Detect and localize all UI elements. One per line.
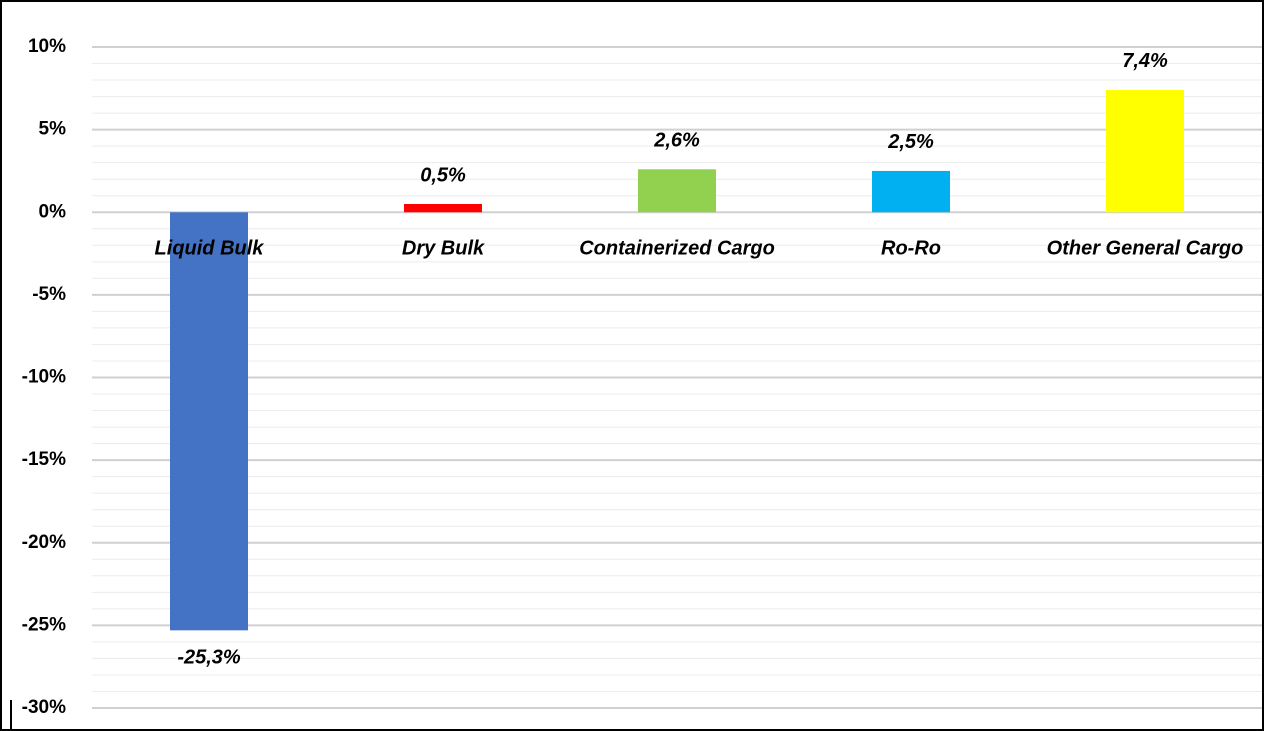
y-tick-label: -15%	[22, 449, 66, 470]
bar	[872, 170, 950, 213]
y-tick-label: -20%	[22, 532, 66, 553]
data-label: 7,4%	[1122, 50, 1168, 72]
x-tick-label: Dry Bulk	[402, 238, 485, 260]
x-tick-label: Liquid Bulk	[155, 238, 265, 260]
y-tick-label: -5%	[32, 284, 66, 305]
bar	[404, 203, 482, 213]
data-label: 0,5%	[420, 164, 466, 186]
bar	[638, 169, 716, 213]
data-label: -25,3%	[177, 647, 241, 669]
data-label: 2,6%	[653, 130, 700, 152]
bar	[170, 212, 248, 631]
x-tick-label: Other General Cargo	[1047, 238, 1244, 260]
x-tick-label: Ro-Ro	[881, 238, 941, 260]
y-tick-label: -30%	[22, 697, 66, 718]
y-tick-label: 0%	[39, 201, 67, 222]
data-label: 2,5%	[887, 131, 934, 153]
y-tick-label: 5%	[39, 119, 67, 140]
bar	[1106, 89, 1184, 213]
x-tick-label: Containerized Cargo	[579, 238, 775, 260]
y-tick-label: -25%	[22, 614, 66, 635]
y-tick-label: -10%	[22, 367, 66, 388]
y-tick-label: 10%	[28, 36, 66, 57]
